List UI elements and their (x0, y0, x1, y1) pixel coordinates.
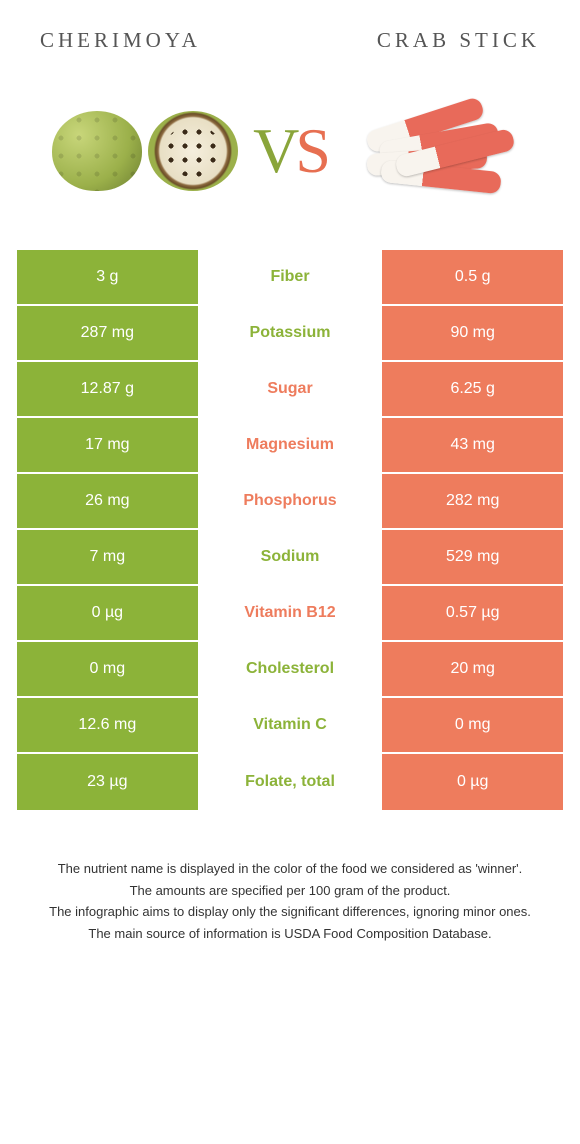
left-food-title: CHERIMOYA (40, 28, 201, 53)
nutrient-name: Cholesterol (200, 642, 381, 696)
table-row: 287 mgPotassium90 mg (17, 306, 563, 362)
nutrient-name: Vitamin C (200, 698, 381, 752)
left-value: 12.87 g (17, 362, 200, 416)
left-value: 0 µg (17, 586, 200, 640)
right-value: 6.25 g (380, 362, 563, 416)
nutrient-name: Sugar (200, 362, 381, 416)
table-row: 26 mgPhosphorus282 mg (17, 474, 563, 530)
left-value: 0 mg (17, 642, 200, 696)
crab-sticks-icon (345, 106, 525, 196)
footnote-line: The infographic aims to display only the… (24, 902, 556, 922)
footnote-line: The main source of information is USDA F… (24, 924, 556, 944)
left-value: 26 mg (17, 474, 200, 528)
right-value: 0 µg (380, 754, 563, 810)
nutrient-name: Vitamin B12 (200, 586, 381, 640)
table-row: 12.6 mgVitamin C0 mg (17, 698, 563, 754)
table-row: 0 mgCholesterol20 mg (17, 642, 563, 698)
right-value: 20 mg (380, 642, 563, 696)
table-row: 17 mgMagnesium43 mg (17, 418, 563, 474)
nutrient-name: Folate, total (200, 754, 381, 810)
footnote-line: The nutrient name is displayed in the co… (24, 859, 556, 879)
vs-s: S (295, 115, 327, 186)
left-value: 287 mg (17, 306, 200, 360)
right-value: 0.57 µg (380, 586, 563, 640)
table-row: 3 gFiber0.5 g (17, 250, 563, 306)
right-value: 43 mg (380, 418, 563, 472)
cherimoya-whole-icon (52, 111, 142, 191)
title-row: CHERIMOYA CRAB STICK (16, 28, 564, 53)
right-food-image (335, 101, 535, 201)
footnote-line: The amounts are specified per 100 gram o… (24, 881, 556, 901)
right-value: 282 mg (380, 474, 563, 528)
right-value: 529 mg (380, 530, 563, 584)
left-value: 7 mg (17, 530, 200, 584)
left-value: 23 µg (17, 754, 200, 810)
table-row: 7 mgSodium529 mg (17, 530, 563, 586)
left-food-image (45, 101, 245, 201)
right-value: 0.5 g (380, 250, 563, 304)
left-value: 17 mg (17, 418, 200, 472)
right-value: 0 mg (380, 698, 563, 752)
table-row: 23 µgFolate, total0 µg (17, 754, 563, 810)
nutrient-name: Magnesium (200, 418, 381, 472)
right-value: 90 mg (380, 306, 563, 360)
nutrient-name: Potassium (200, 306, 381, 360)
vs-v: V (253, 115, 295, 186)
footnotes: The nutrient name is displayed in the co… (16, 859, 564, 943)
vs-label: VS (253, 114, 327, 188)
right-food-title: CRAB STICK (377, 28, 540, 53)
cherimoya-half-icon (148, 111, 238, 191)
nutrient-name: Sodium (200, 530, 381, 584)
table-row: 12.87 gSugar6.25 g (17, 362, 563, 418)
left-value: 3 g (17, 250, 200, 304)
nutrient-table: 3 gFiber0.5 g287 mgPotassium90 mg12.87 g… (16, 249, 564, 811)
nutrient-name: Fiber (200, 250, 381, 304)
table-row: 0 µgVitamin B120.57 µg (17, 586, 563, 642)
hero-row: VS (16, 101, 564, 201)
left-value: 12.6 mg (17, 698, 200, 752)
nutrient-name: Phosphorus (200, 474, 381, 528)
